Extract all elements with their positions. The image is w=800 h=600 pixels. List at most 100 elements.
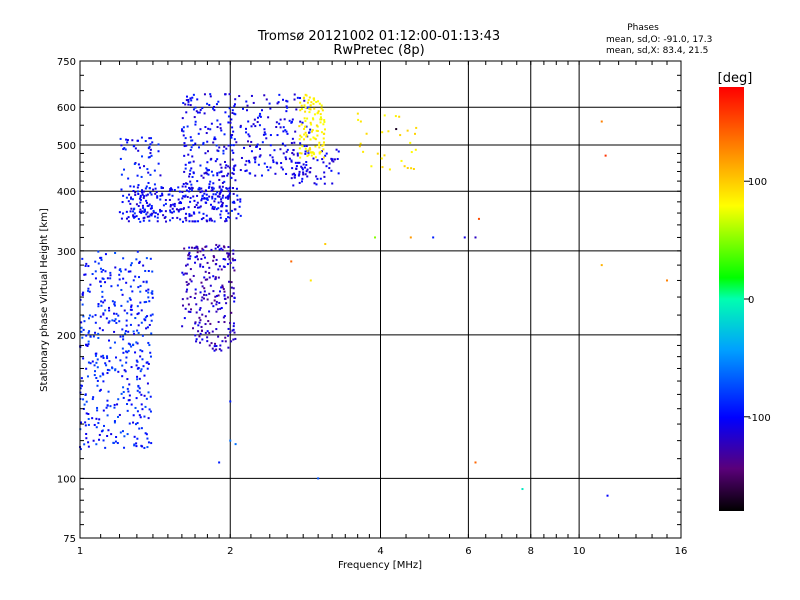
data-point (313, 113, 316, 116)
data-point (183, 195, 186, 198)
data-point (164, 210, 167, 213)
data-point (153, 183, 156, 186)
data-point (230, 281, 233, 284)
data-point (293, 141, 296, 144)
data-point (229, 322, 232, 325)
data-point (201, 296, 204, 299)
data-point (168, 190, 171, 193)
data-point (239, 200, 242, 203)
data-point (380, 157, 383, 160)
data-point (219, 344, 222, 347)
data-point (186, 263, 189, 266)
data-point (83, 320, 86, 323)
data-point (84, 393, 87, 396)
data-point (129, 323, 132, 326)
data-point (190, 183, 193, 186)
data-point (187, 100, 190, 103)
data-point (142, 206, 145, 209)
data-point (232, 259, 235, 262)
data-point (146, 361, 149, 364)
data-point (312, 118, 315, 121)
data-point (204, 245, 207, 248)
data-point (204, 126, 207, 129)
data-point (94, 270, 97, 273)
data-point (273, 149, 276, 152)
data-point (182, 130, 185, 133)
data-point (127, 342, 130, 345)
data-point (116, 442, 119, 445)
data-point (211, 195, 214, 198)
data-point (185, 290, 188, 293)
data-point (104, 309, 107, 312)
data-point (292, 184, 295, 187)
data-point (300, 108, 303, 111)
data-point (80, 377, 83, 380)
data-point (254, 125, 257, 128)
data-point (254, 174, 257, 177)
data-point (183, 145, 186, 148)
data-point (182, 102, 185, 105)
data-point (232, 287, 235, 290)
data-point (214, 276, 217, 279)
data-point (99, 256, 102, 259)
data-point (165, 220, 168, 223)
data-point (189, 196, 192, 199)
data-point (126, 141, 129, 144)
data-point (193, 116, 196, 119)
data-point (135, 203, 138, 206)
data-point (229, 331, 232, 334)
data-point (216, 245, 219, 248)
data-point (136, 186, 139, 189)
data-point (295, 108, 298, 111)
data-point (224, 166, 227, 169)
data-point (152, 188, 155, 191)
data-point (172, 210, 175, 213)
data-point (300, 123, 303, 126)
data-point (216, 126, 219, 129)
data-point (111, 300, 114, 303)
data-point (181, 128, 184, 131)
data-point (189, 295, 192, 298)
data-point (332, 160, 335, 163)
data-point (137, 217, 140, 220)
data-point (232, 151, 235, 154)
data-point (119, 431, 122, 434)
data-point (208, 292, 211, 295)
data-point (101, 329, 104, 332)
data-point (130, 305, 133, 308)
data-point (305, 135, 308, 138)
data-point (136, 375, 139, 378)
data-point (232, 338, 235, 341)
data-point (138, 276, 141, 279)
data-point (263, 131, 266, 134)
data-point (313, 137, 316, 140)
data-point (108, 360, 111, 363)
data-point (94, 354, 97, 357)
data-point (212, 193, 215, 196)
data-point (96, 379, 99, 382)
data-point (151, 313, 154, 316)
data-point (150, 291, 153, 294)
data-point (301, 121, 304, 124)
data-point (220, 306, 223, 309)
data-point (381, 166, 384, 169)
data-point (285, 130, 288, 133)
data-point (474, 236, 477, 239)
data-point (305, 161, 308, 164)
data-point (252, 123, 255, 126)
data-point (184, 163, 187, 166)
data-point (109, 274, 112, 277)
data-point (317, 100, 320, 103)
data-point (132, 214, 135, 217)
data-point (103, 299, 106, 302)
data-point (201, 197, 204, 200)
data-point (231, 329, 234, 332)
data-point (226, 252, 229, 255)
data-point (87, 265, 90, 268)
data-point (148, 300, 151, 303)
data-point (182, 273, 185, 276)
axes: 1 2 4 6 8 10 16 75 100 200 300 400 500 600 750 (57, 57, 687, 557)
data-point (199, 265, 202, 268)
data-point (308, 96, 311, 99)
data-point (398, 115, 401, 118)
